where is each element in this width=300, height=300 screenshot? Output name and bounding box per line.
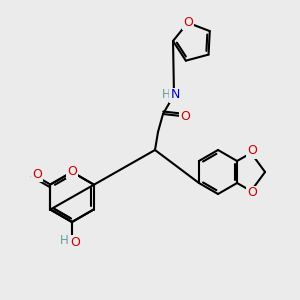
Text: O: O <box>70 236 80 248</box>
Text: N: N <box>170 88 180 101</box>
Text: O: O <box>247 145 257 158</box>
Text: O: O <box>180 110 190 122</box>
Text: O: O <box>67 166 77 178</box>
Text: O: O <box>32 168 42 181</box>
Text: H: H <box>162 88 170 100</box>
Text: H: H <box>60 233 68 247</box>
Text: O: O <box>247 187 257 200</box>
Text: O: O <box>183 16 193 29</box>
